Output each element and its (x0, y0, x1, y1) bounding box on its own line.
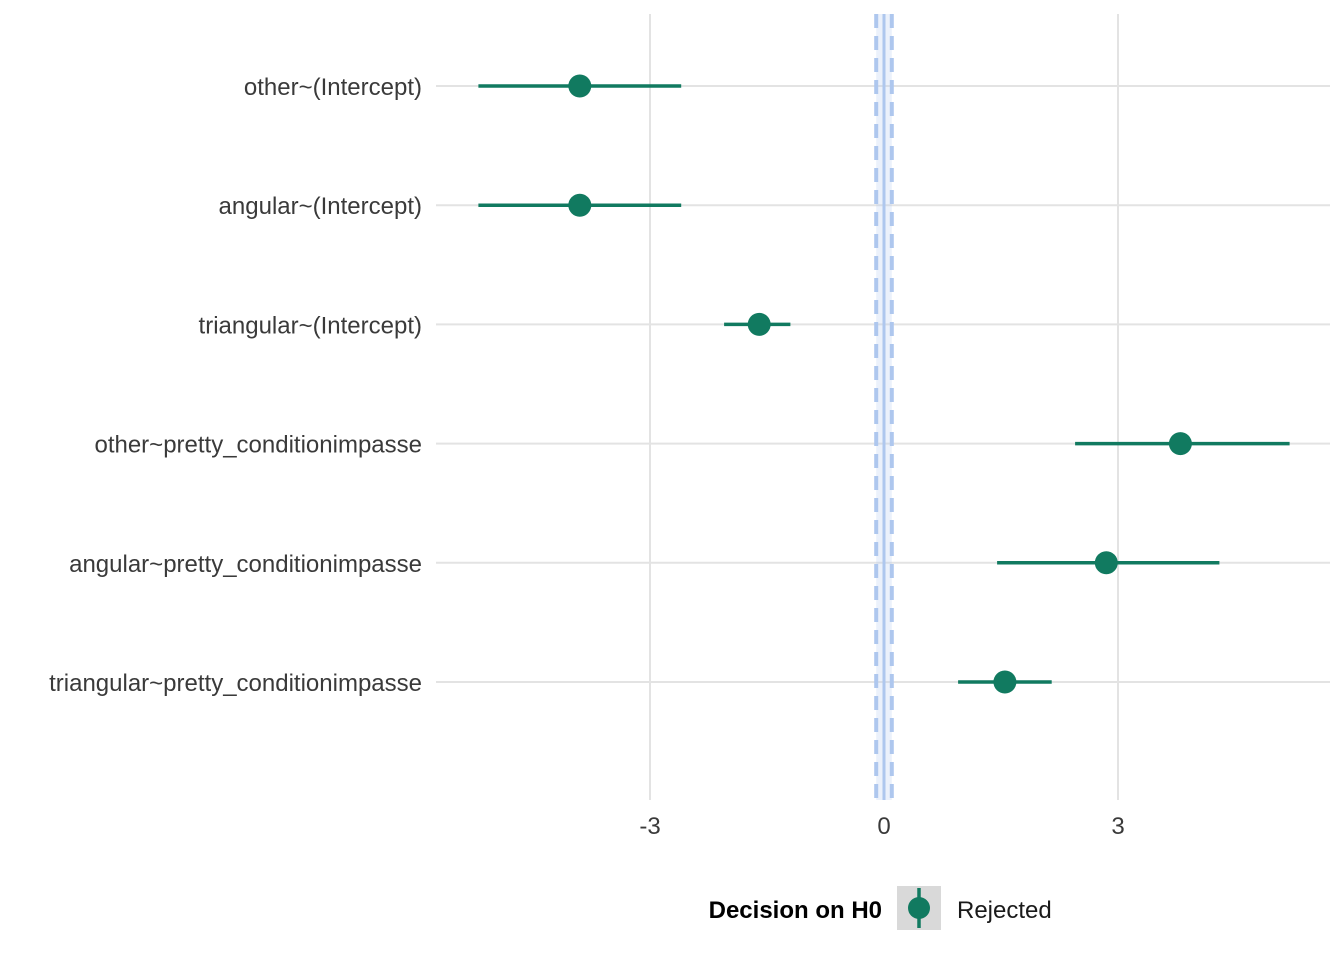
legend-title: Decision on H0 (709, 897, 882, 924)
x-axis-ticks: -3 0 3 (639, 813, 1124, 840)
y-tick-label: angular~(Intercept) (219, 193, 422, 220)
estimate-marks (478, 74, 1290, 694)
x-tick-label: 3 (1111, 813, 1124, 840)
y-axis-labels: other~(Intercept) angular~(Intercept) tria… (49, 74, 422, 697)
y-tick-label: triangular~(Intercept) (199, 312, 422, 339)
estimate-point (1168, 432, 1192, 456)
estimate-point (568, 74, 592, 98)
estimate-point (747, 312, 771, 336)
x-tick-label: 0 (877, 813, 890, 840)
x-tick-label: -3 (639, 813, 660, 840)
y-tick-label: triangular~pretty_conditionimpasse (49, 670, 422, 697)
y-tick-label: angular~pretty_conditionimpasse (69, 551, 422, 578)
y-tick-label: other~pretty_conditionimpasse (94, 432, 422, 459)
legend: Decision on H0 Rejected (709, 886, 1052, 930)
y-tick-label: other~(Intercept) (244, 74, 422, 101)
estimate-point (1094, 551, 1118, 575)
estimate-point (568, 193, 592, 217)
null-reference-band (874, 14, 894, 800)
legend-item-rejected: Rejected (957, 897, 1052, 924)
legend-key-point (908, 897, 930, 919)
estimate-point (993, 670, 1017, 694)
